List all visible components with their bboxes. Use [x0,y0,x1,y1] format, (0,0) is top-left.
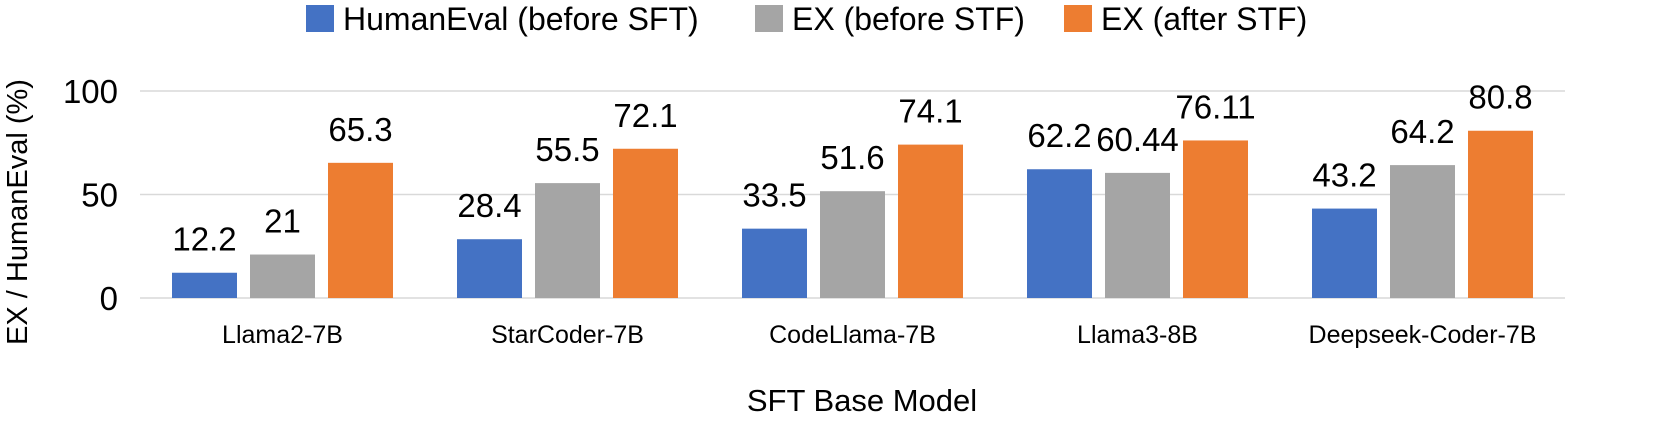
legend-label: EX (after STF) [1101,1,1307,37]
bar [1390,165,1455,298]
y-tick-label: 50 [81,177,118,214]
data-label: 21 [264,203,301,240]
data-labels: 12.2 21 65.3 28.4 55.5 72.1 33.5 51.6 74.1 62.2 60… [172,79,1532,258]
legend-label: EX (before STF) [792,1,1025,37]
y-axis-title: EX / HumanEval (%) [2,79,34,345]
data-label: 64.2 [1390,113,1454,150]
bar [820,191,885,298]
bar [898,144,963,298]
x-tick-label: CodeLlama-7B [769,321,936,349]
bar [742,228,807,298]
legend-swatch [1064,5,1092,32]
legend-swatch [755,5,783,32]
data-label: 60.44 [1096,121,1179,158]
y-tick-label: 0 [100,280,118,317]
bar [250,254,315,298]
data-label: 72.1 [613,97,677,134]
x-axis-categories: Llama2-7B StarCoder-7B CodeLlama-7B Llama3-… [222,321,1536,349]
data-label: 62.2 [1027,117,1091,154]
data-label: 43.2 [1312,157,1376,194]
bar [1183,140,1248,298]
data-label: 65.3 [328,111,392,148]
legend-swatch [306,5,334,32]
legend: HumanEval (before SFT) EX (before STF) EX … [306,1,1307,37]
data-label: 51.6 [820,139,884,176]
data-label: 28.4 [457,187,521,224]
y-tick-label: 100 [63,73,118,110]
bars [172,130,1533,298]
bar [328,162,393,298]
data-label: 55.5 [535,131,599,168]
data-label: 74.1 [898,93,962,130]
x-axis-title: SFT Base Model [747,383,977,418]
data-label: 12.2 [172,221,236,258]
x-tick-label: Deepseek-Coder-7B [1309,321,1537,349]
bar [1027,169,1092,298]
bar [457,239,522,298]
x-tick-label: StarCoder-7B [491,321,644,349]
data-label: 80.8 [1468,79,1532,116]
legend-label: HumanEval (before SFT) [343,1,699,37]
bar [1312,208,1377,298]
x-tick-label: Llama2-7B [222,321,343,349]
bar [172,272,237,298]
bar [1468,130,1533,298]
data-label: 76.11 [1175,88,1255,125]
bar [535,183,600,298]
bar [1105,172,1170,298]
y-axis-ticks: 0 50 100 [63,73,118,317]
bar [613,148,678,298]
data-label: 33.5 [742,177,806,214]
x-tick-label: Llama3-8B [1077,321,1198,349]
